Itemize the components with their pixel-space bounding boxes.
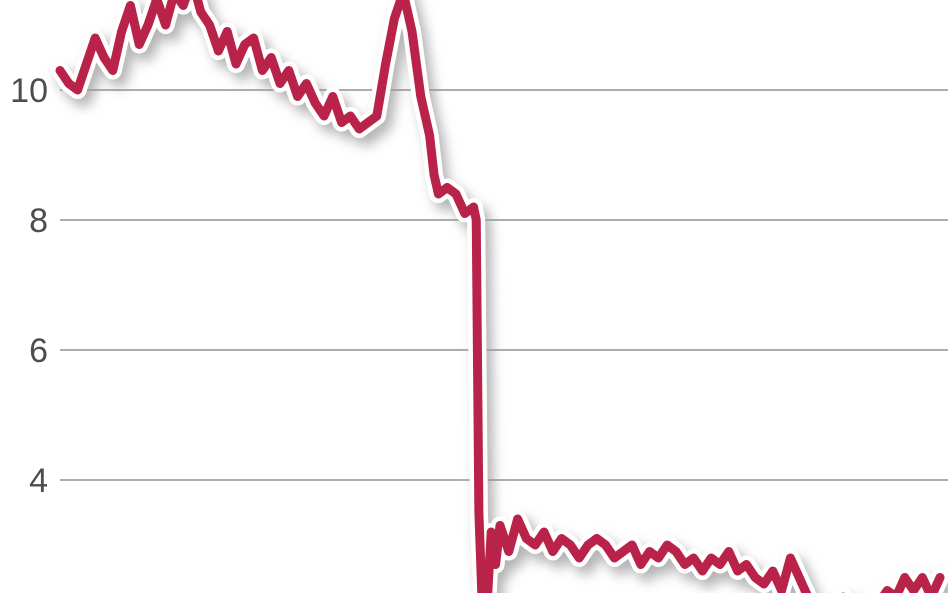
line-chart: 246810	[0, 0, 948, 593]
y-tick-label: 4	[29, 462, 48, 500]
y-tick-label: 6	[29, 332, 48, 370]
y-tick-label: 8	[29, 202, 48, 240]
y-tick-label: 10	[10, 72, 48, 110]
